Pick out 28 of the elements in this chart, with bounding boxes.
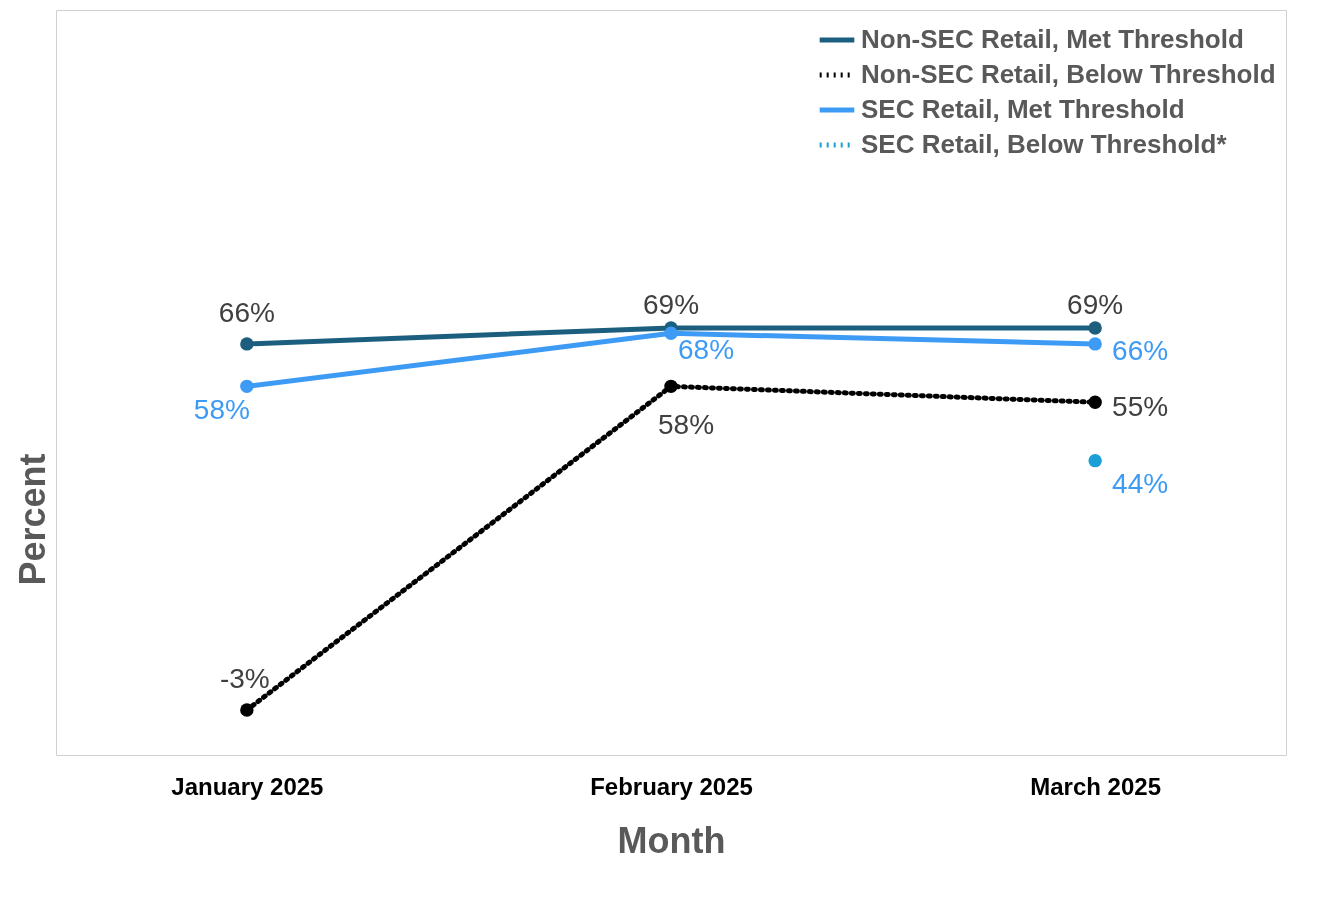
data-label: 69% [1067, 289, 1124, 320]
data-label: 44% [1112, 467, 1169, 499]
point [1088, 321, 1102, 335]
data-label: 58% [657, 409, 715, 441]
data-label: -3% [219, 663, 270, 694]
data-label: 68% [677, 334, 735, 366]
data-label: 66% [218, 296, 275, 328]
point [240, 703, 254, 717]
point [664, 379, 678, 394]
y-axis-title: Percent [11, 453, 53, 586]
legend-label: Non-SEC Retail, Below Threshold [861, 59, 1276, 89]
point [1088, 395, 1102, 409]
x-tick-label: February 2025 [590, 772, 753, 800]
x-tick-label: March 2025 [1030, 772, 1162, 800]
data-label: 66% [1112, 334, 1169, 366]
point [664, 326, 678, 340]
data-label: 58% [193, 394, 250, 426]
legend-label: SEC Retail, Met Threshold [861, 94, 1185, 124]
point [240, 379, 254, 394]
point [1088, 337, 1102, 351]
x-tick-label: January 2025 [171, 772, 324, 800]
x-axis-title: Month [617, 819, 726, 861]
point [240, 337, 254, 351]
data-label: 69% [642, 289, 700, 320]
legend-label: Non-SEC Retail, Met Threshold [861, 24, 1244, 54]
legend-label: SEC Retail, Below Threshold* [861, 129, 1228, 159]
point [1088, 453, 1102, 468]
data-label: 55% [1112, 391, 1169, 423]
